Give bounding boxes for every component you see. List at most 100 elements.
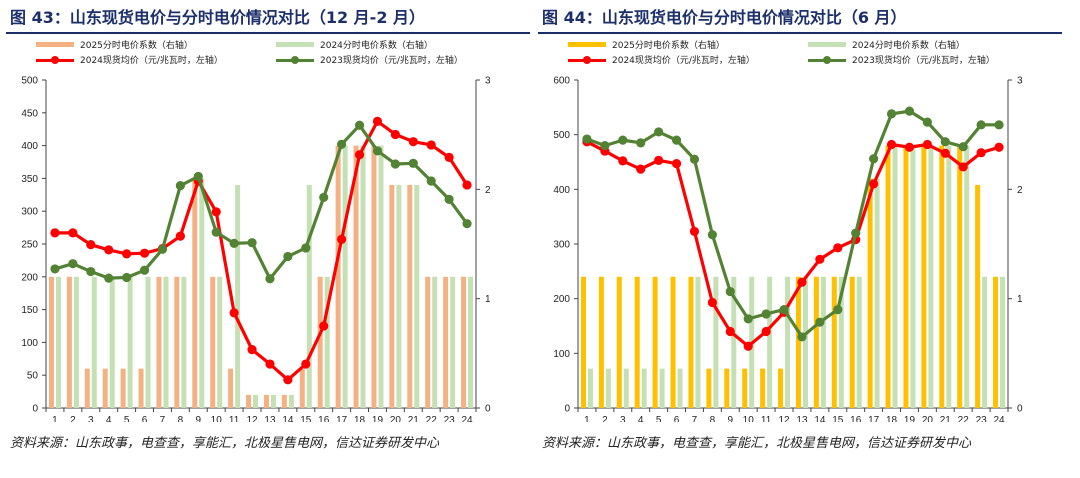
x-axis-tick-label: 16 <box>850 415 862 422</box>
bar-2025 <box>598 276 604 408</box>
bar-2024 <box>468 276 474 408</box>
point-2024 <box>725 326 735 337</box>
right-axis-tick-label: 3 <box>485 76 491 87</box>
point-2024 <box>636 164 646 174</box>
bar-2024 <box>91 276 97 408</box>
x-axis-tick-label: 13 <box>264 415 276 422</box>
bar-2025 <box>580 276 586 408</box>
point-2023 <box>265 274 275 284</box>
point-2023 <box>408 158 418 168</box>
bar-2025 <box>742 368 748 408</box>
bar-2025 <box>263 394 269 408</box>
bar-2024 <box>450 276 456 408</box>
x-axis-tick-label: 19 <box>372 415 384 422</box>
x-axis-tick-label: 20 <box>390 415 402 422</box>
chart-panel-43: 图 43：山东现货电价与分时电价情况对比（12 月-2 月） 2025分时电价系… <box>6 0 534 478</box>
bar-2024 <box>982 276 988 408</box>
x-axis-tick-label: 12 <box>246 415 258 422</box>
line-2023 <box>586 109 1000 339</box>
point-2023 <box>50 264 60 274</box>
point-2023 <box>851 228 861 238</box>
bar-2024 <box>641 368 647 408</box>
point-2023 <box>426 176 436 186</box>
bar-2024 <box>856 276 862 408</box>
bar-2024 <box>910 145 916 408</box>
point-2023 <box>301 243 311 253</box>
bar-2025 <box>670 276 676 408</box>
point-2024 <box>175 231 185 241</box>
bar-2025 <box>957 145 963 408</box>
left-axis-tick-label: 500 <box>21 76 38 87</box>
bar-2025 <box>48 276 54 408</box>
legend-label-bar1: 2025分时电价系数（右轴） <box>80 41 193 51</box>
source-note: 资料来源：山东政事，电查查，享能汇，北极星售电网，信达证券研发中心 <box>542 436 972 451</box>
point-2024 <box>462 180 472 190</box>
x-axis-tick-label: 9 <box>196 415 202 422</box>
point-2024 <box>654 155 664 165</box>
x-axis-tick-label: 8 <box>710 415 716 422</box>
bar-2025 <box>84 368 90 408</box>
point-2024 <box>229 308 239 318</box>
bar-2025 <box>192 178 198 408</box>
left-axis-tick-label: 200 <box>21 272 38 283</box>
x-axis-tick-label: 3 <box>620 415 626 422</box>
x-axis-tick-label: 7 <box>692 415 698 422</box>
line-2023 <box>54 123 469 281</box>
left-axis-tick-label: 250 <box>21 240 38 251</box>
left-axis-tick-label: 150 <box>21 305 38 316</box>
point-2024 <box>797 277 807 287</box>
x-axis-tick-label: 1 <box>584 415 590 422</box>
x-axis-tick-label: 14 <box>282 415 294 422</box>
left-axis-tick-label: 500 <box>553 130 570 141</box>
point-2023 <box>994 120 1004 130</box>
left-axis-tick-label: 300 <box>21 207 38 218</box>
x-axis-tick-label: 2 <box>70 415 76 422</box>
point-2023 <box>193 171 203 182</box>
x-axis-tick-label: 20 <box>922 415 934 422</box>
point-2023 <box>247 238 257 248</box>
point-2023 <box>390 159 400 169</box>
x-axis-tick-label: 8 <box>178 415 184 422</box>
left-axis-tick-label: 400 <box>21 141 38 152</box>
legend-label-bar2: 2024分时电价系数（右轴） <box>320 41 433 51</box>
bar-2025 <box>813 276 819 408</box>
point-2024 <box>869 179 879 189</box>
bar-2025 <box>335 145 341 408</box>
x-axis-tick-label: 6 <box>674 415 680 422</box>
legend-swatch-line2 <box>276 55 314 65</box>
bar-2024 <box>270 394 276 408</box>
point-2023 <box>618 135 628 145</box>
bar-2025 <box>634 276 640 408</box>
x-axis-tick-label: 11 <box>229 415 240 422</box>
bar-2024 <box>181 276 187 408</box>
bar-2025 <box>975 184 981 408</box>
bar-2024 <box>802 276 808 408</box>
right-axis-tick-label: 1 <box>1017 294 1023 305</box>
left-axis-tick-label: 300 <box>553 240 570 251</box>
point-2023 <box>976 120 986 130</box>
point-2024 <box>68 228 78 238</box>
title-divider <box>538 32 1062 34</box>
point-2023 <box>689 154 700 164</box>
bar-2024 <box>1000 276 1006 408</box>
point-2024 <box>354 150 365 160</box>
bar-2025 <box>120 368 126 408</box>
bar-2025 <box>246 394 252 408</box>
bar-2024 <box>414 184 420 408</box>
point-2023 <box>743 314 753 324</box>
point-2024 <box>671 159 682 169</box>
bar-2025 <box>688 276 694 408</box>
point-2024 <box>283 375 293 385</box>
line-2024 <box>586 140 1000 348</box>
bar-2025 <box>371 145 377 408</box>
point-2024 <box>122 249 132 259</box>
point-2024 <box>994 142 1004 152</box>
point-2024 <box>743 341 753 351</box>
bar-2025 <box>425 276 431 408</box>
right-axis-tick-label: 1 <box>485 294 491 305</box>
point-2023 <box>797 332 807 342</box>
bar-2024 <box>324 276 330 408</box>
point-2023 <box>462 219 472 229</box>
bar-2025 <box>652 276 658 408</box>
